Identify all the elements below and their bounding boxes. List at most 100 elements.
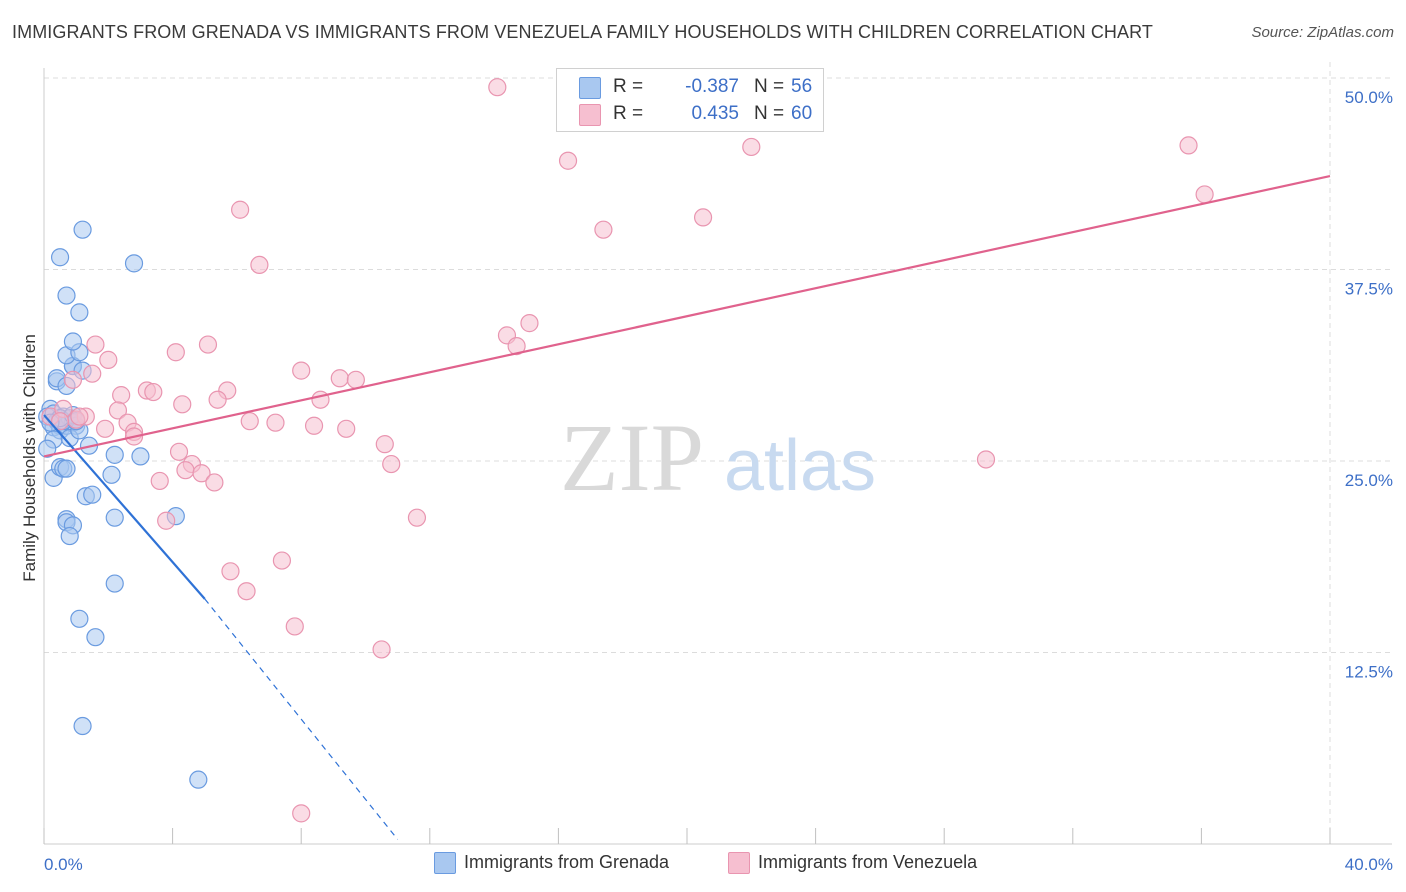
x-tick-label-0: 0.0% xyxy=(44,855,83,874)
venezuela-point-34 xyxy=(266,413,285,432)
venezuela-point-45 xyxy=(205,473,224,492)
venezuela-point-5 xyxy=(1179,136,1198,155)
venezuela-point-23 xyxy=(112,386,131,405)
venezuela-point-6 xyxy=(1195,185,1214,204)
trend-grenada-dashed xyxy=(204,598,399,840)
y-tick-label-3: 50.0% xyxy=(1345,88,1393,107)
legend-swatch-grenada xyxy=(579,77,601,99)
x-tick-label-1: 40.0% xyxy=(1345,855,1393,874)
venezuela-point-9 xyxy=(520,314,539,333)
venezuela-point-40 xyxy=(169,442,189,461)
watermark-atlas: atlas xyxy=(724,426,876,506)
venezuela-point-59 xyxy=(50,412,70,431)
legend-r-label: R = xyxy=(613,103,644,124)
venezuela-point-53 xyxy=(272,551,292,570)
y-tick-label-2: 37.5% xyxy=(1345,280,1393,299)
venezuela-point-3 xyxy=(693,208,713,227)
venezuela-point-44 xyxy=(192,464,211,483)
venezuela-point-13 xyxy=(99,350,118,369)
venezuela-point-11 xyxy=(507,337,526,356)
watermark-zip: ZIP xyxy=(560,404,704,511)
grenada-point-49 xyxy=(189,770,208,789)
grenada-point-48 xyxy=(73,716,92,736)
venezuela-point-56 xyxy=(292,804,311,823)
venezuela-point-0 xyxy=(488,78,507,97)
venezuela-point-35 xyxy=(304,416,324,435)
venezuela-point-20 xyxy=(346,370,365,389)
venezuela-point-33 xyxy=(240,412,259,431)
legend-r-value-venezuela: 0.435 xyxy=(691,103,739,124)
legend-swatch-venezuela xyxy=(579,104,601,126)
grenada-point-32 xyxy=(73,220,92,239)
venezuela-point-27 xyxy=(173,395,192,414)
bottom-legend-label-grenada: Immigrants from Grenada xyxy=(464,852,670,872)
venezuela-point-4 xyxy=(742,137,761,157)
legend-r-label: R = xyxy=(613,76,644,97)
bottom-legend-label-venezuela: Immigrants from Venezuela xyxy=(758,852,978,872)
venezuela-point-17 xyxy=(166,343,185,362)
grenada-point-41 xyxy=(105,445,124,464)
grenada-point-40 xyxy=(102,465,121,484)
venezuela-point-16 xyxy=(198,335,218,354)
venezuela-point-1 xyxy=(558,151,578,170)
trend-lines xyxy=(43,174,1331,840)
legend-n-label: N = xyxy=(754,103,785,124)
venezuela-point-12 xyxy=(86,335,105,354)
venezuela-point-19 xyxy=(330,369,349,388)
series-venezuela xyxy=(41,78,1214,823)
venezuela-point-58 xyxy=(70,407,89,426)
legend-n-value-venezuela: 60 xyxy=(791,103,813,124)
grenada-point-29 xyxy=(50,248,70,267)
chart-title: IMMIGRANTS FROM GRENADA VS IMMIGRANTS FR… xyxy=(12,22,1153,42)
venezuela-point-47 xyxy=(382,454,401,474)
venezuela-point-51 xyxy=(221,562,240,581)
venezuela-point-18 xyxy=(292,361,311,380)
venezuela-point-2 xyxy=(594,220,613,239)
grenada-point-33 xyxy=(124,254,144,273)
bottom-legend-swatch-venezuela xyxy=(728,852,750,874)
grenada-point-46 xyxy=(70,609,89,628)
venezuela-point-28 xyxy=(108,401,128,420)
source-label[interactable]: Source: ZipAtlas.com xyxy=(1251,24,1394,41)
grenada-point-45 xyxy=(105,574,124,593)
grenada-point-30 xyxy=(57,286,76,305)
correlation-legend: R = -0.387 N = 56 R = 0.435 N = 60 xyxy=(556,68,824,132)
legend-r-value-grenada: -0.387 xyxy=(685,76,739,97)
venezuela-point-49 xyxy=(976,450,996,469)
venezuela-point-50 xyxy=(157,511,176,530)
trend-venezuela xyxy=(43,174,1331,458)
venezuela-point-46 xyxy=(375,435,394,454)
legend-n-value-grenada: 56 xyxy=(791,76,813,97)
legend-n-label: N = xyxy=(754,76,785,97)
bottom-legend-swatch-grenada xyxy=(434,852,456,874)
trend-grenada-solid xyxy=(43,414,206,600)
grenada-point-42 xyxy=(131,447,150,466)
grid-lines xyxy=(44,62,1392,844)
venezuela-point-52 xyxy=(237,582,256,601)
venezuela-point-22 xyxy=(144,382,163,402)
watermark: ZIP atlas xyxy=(560,404,876,511)
venezuela-point-55 xyxy=(372,640,391,659)
venezuela-point-54 xyxy=(285,617,304,636)
grenada-point-27 xyxy=(63,332,83,351)
venezuela-point-42 xyxy=(176,461,195,480)
grenada-point-47 xyxy=(86,628,105,647)
axes xyxy=(43,68,1392,845)
grenada-point-39 xyxy=(60,526,79,546)
grenada-point-17 xyxy=(57,459,76,478)
venezuela-point-7 xyxy=(231,200,250,219)
grenada-point-35 xyxy=(83,485,102,504)
grenada-point-13 xyxy=(38,439,57,458)
tick-labels: 12.5% 25.0% 37.5% 50.0% 0.0% 40.0% xyxy=(44,88,1393,874)
venezuela-point-15 xyxy=(63,370,83,389)
venezuela-point-43 xyxy=(150,471,169,491)
grenada-point-43 xyxy=(105,508,124,527)
venezuela-point-36 xyxy=(337,419,356,438)
y-tick-label-1: 25.0% xyxy=(1345,471,1393,490)
y-axis-label: Family Households with Children xyxy=(20,334,39,582)
venezuela-point-14 xyxy=(83,364,102,383)
venezuela-point-8 xyxy=(250,255,269,275)
y-tick-label-0: 12.5% xyxy=(1345,663,1393,682)
grenada-point-31 xyxy=(70,303,89,322)
